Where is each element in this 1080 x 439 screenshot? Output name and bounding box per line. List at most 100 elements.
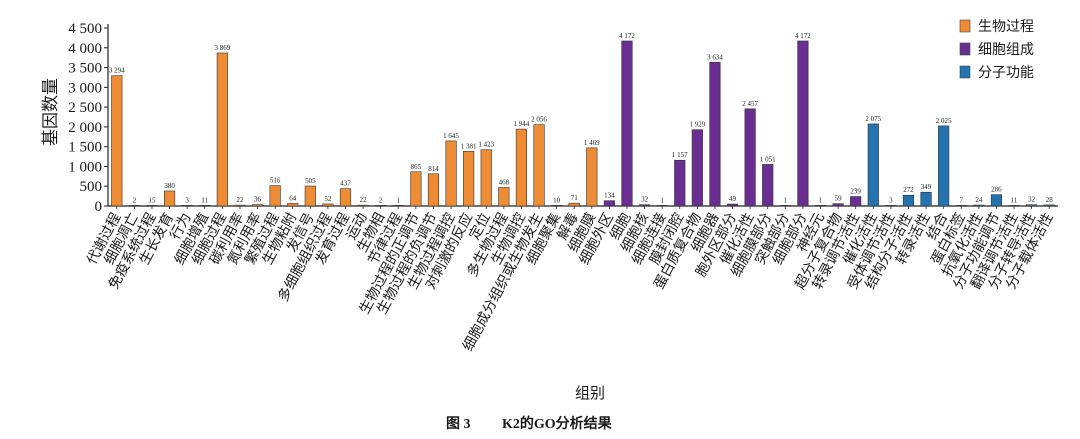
bar bbox=[603, 200, 615, 207]
bar-value-label: 2 457 bbox=[742, 100, 758, 108]
bar-value-label: 10 bbox=[553, 196, 561, 204]
bar-value-label: 437 bbox=[340, 180, 351, 188]
bar bbox=[357, 204, 369, 207]
bar bbox=[392, 205, 404, 207]
legend-label-0: 生物过程 bbox=[978, 19, 1034, 35]
y-tick-label: 4 500 bbox=[68, 21, 102, 37]
plot-area: 0 500 1 000 1 500 2 000 2 500 3 000 3 500 4 000 4… bbox=[68, 21, 1058, 215]
y-tick-label: 1 500 bbox=[68, 140, 102, 156]
bar-value-label: 1 bbox=[819, 196, 823, 204]
bar-value-label: 272 bbox=[903, 186, 914, 194]
bar bbox=[410, 171, 422, 207]
y-tick-label: 0 bbox=[95, 199, 103, 215]
bar bbox=[797, 40, 809, 207]
bar-value-label: 2 bbox=[379, 196, 383, 204]
bar bbox=[463, 151, 475, 207]
bar-value-label: 1 bbox=[660, 196, 664, 204]
bar bbox=[199, 205, 211, 207]
bar bbox=[322, 203, 334, 207]
bar-value-label: 32 bbox=[641, 196, 649, 204]
bar bbox=[832, 203, 844, 207]
legend-label-2: 分子功能 bbox=[978, 65, 1034, 81]
legend-swatch-1 bbox=[959, 42, 971, 56]
figure-caption: 图 3 K2的GO分析结果 bbox=[446, 415, 613, 432]
bar-value-label: 2 056 bbox=[531, 116, 547, 124]
bar-value-label: 22 bbox=[236, 196, 244, 204]
bar bbox=[885, 205, 897, 207]
bar bbox=[269, 185, 281, 207]
bar bbox=[339, 188, 352, 207]
bar bbox=[973, 204, 985, 207]
bar bbox=[850, 196, 862, 207]
y-tick-label: 3 500 bbox=[68, 61, 102, 77]
bar bbox=[709, 61, 721, 207]
bar-value-label: 239 bbox=[850, 188, 861, 196]
bar bbox=[304, 185, 316, 207]
bar bbox=[638, 204, 651, 207]
bar-value-label: 134 bbox=[604, 192, 615, 200]
bar-value-label: 52 bbox=[324, 195, 332, 203]
caption-figure-number: 图 3 bbox=[446, 416, 471, 432]
bar bbox=[990, 194, 1003, 207]
bar bbox=[1043, 204, 1055, 207]
bar bbox=[146, 205, 158, 207]
bar-value-label: 1 051 bbox=[760, 155, 776, 163]
bar bbox=[515, 128, 528, 207]
bar-value-label: 505 bbox=[305, 177, 316, 185]
bar bbox=[234, 204, 246, 207]
bar bbox=[251, 204, 264, 207]
bar bbox=[1026, 204, 1038, 207]
bar bbox=[287, 203, 299, 207]
y-tick-label: 1 000 bbox=[68, 159, 102, 175]
bar-value-label: 1 929 bbox=[689, 121, 705, 129]
bar-value-label: 3 869 bbox=[214, 44, 230, 52]
bar-value-label: 4 172 bbox=[619, 32, 635, 40]
caption-title: K2的GO分析结果 bbox=[502, 415, 613, 432]
bar bbox=[621, 40, 633, 207]
bar-value-label: 468 bbox=[499, 178, 510, 186]
bar bbox=[762, 164, 774, 207]
bar bbox=[744, 108, 756, 207]
bar bbox=[955, 205, 967, 207]
bar bbox=[427, 173, 440, 207]
legend: 生物过程 细胞组成 分子功能 bbox=[959, 19, 1034, 81]
bar-value-label: 11 bbox=[1011, 196, 1018, 204]
bar-value-label: 36 bbox=[254, 196, 262, 204]
bar-value-label: 3 634 bbox=[707, 53, 723, 61]
bar-value-label: 1 157 bbox=[672, 151, 688, 159]
bar-value-label: 4 172 bbox=[795, 32, 811, 40]
bar-value-label: 59 bbox=[835, 195, 843, 203]
bar-value-label: 24 bbox=[975, 196, 983, 204]
bar-value-label: 349 bbox=[921, 183, 932, 191]
bar bbox=[111, 75, 123, 207]
bar bbox=[902, 194, 915, 207]
bar bbox=[128, 205, 140, 207]
bar-value-label: 286 bbox=[991, 186, 1002, 194]
y-tick-label: 4 000 bbox=[68, 41, 102, 57]
legend-swatch-0 bbox=[959, 19, 971, 33]
bar-value-label: 1 423 bbox=[478, 141, 494, 149]
x-axis-label: 组别 bbox=[575, 385, 605, 402]
bar bbox=[938, 125, 950, 207]
bar-value-label: 28 bbox=[1046, 196, 1054, 204]
bar-value-label: 814 bbox=[428, 165, 439, 173]
y-tick-label: 500 bbox=[80, 179, 103, 195]
bar-value-label: 49 bbox=[729, 195, 737, 203]
bar-value-label: 7 bbox=[959, 196, 963, 204]
bar bbox=[551, 205, 563, 207]
bar bbox=[691, 129, 703, 207]
bar-value-label: 2 075 bbox=[865, 115, 881, 123]
bar-value-label: 11 bbox=[201, 196, 208, 204]
bar-value-label: 22 bbox=[360, 196, 368, 204]
bar bbox=[216, 52, 228, 207]
bar-value-label: 516 bbox=[270, 177, 281, 185]
bar-value-label: 3 294 bbox=[109, 67, 125, 75]
bar bbox=[480, 149, 492, 207]
bar bbox=[568, 202, 580, 207]
bar-value-label: 32 bbox=[1028, 196, 1036, 204]
bar bbox=[674, 159, 686, 207]
bar bbox=[1008, 205, 1020, 207]
bar bbox=[375, 205, 387, 207]
